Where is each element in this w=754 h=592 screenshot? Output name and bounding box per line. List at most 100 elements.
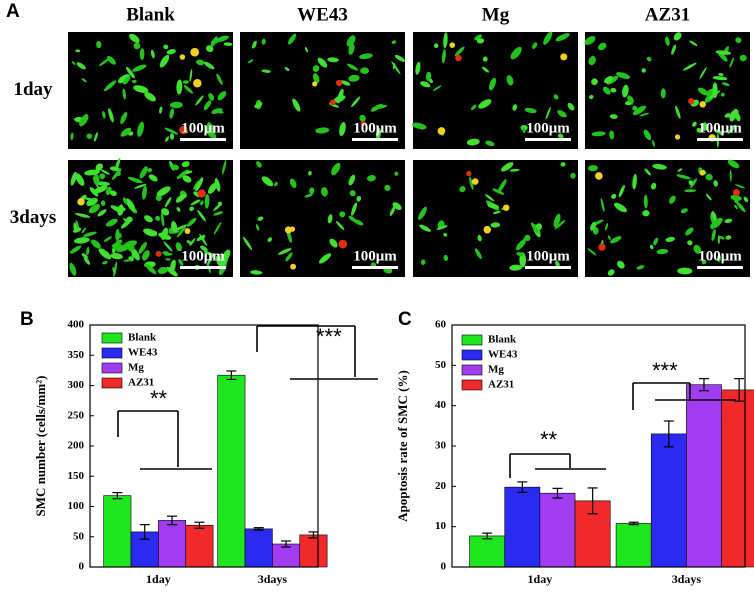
cell [492, 210, 501, 214]
cell [688, 180, 694, 186]
cell [159, 54, 170, 68]
cell [159, 106, 163, 114]
cell [278, 248, 292, 255]
plot-frame [89, 324, 319, 568]
cell [392, 202, 402, 210]
cell [522, 127, 526, 134]
cell [164, 127, 179, 135]
cell [699, 66, 707, 80]
cell [93, 185, 108, 194]
cell [256, 161, 262, 168]
cell [75, 49, 81, 53]
cell [93, 173, 100, 186]
scale-bar [180, 266, 226, 269]
cell [203, 250, 215, 257]
cell [632, 105, 638, 111]
cell [129, 33, 140, 43]
cell [418, 206, 427, 220]
cell [366, 175, 376, 182]
cell [215, 255, 224, 268]
y-tick-label: 20 [435, 480, 447, 492]
cell [182, 175, 192, 183]
bar [158, 520, 187, 568]
cell [718, 73, 724, 76]
cell [71, 61, 76, 65]
cell [466, 138, 480, 146]
cell [115, 232, 122, 239]
cell [665, 236, 675, 242]
cell [120, 111, 128, 124]
scale-bar [525, 138, 571, 141]
cell [560, 162, 566, 167]
cell [394, 171, 399, 176]
significance-label: *** [316, 324, 342, 349]
cell [553, 213, 561, 228]
cell [150, 49, 155, 59]
cell [100, 200, 106, 206]
cell [100, 169, 110, 175]
cell [255, 224, 260, 231]
micrograph [413, 160, 578, 277]
cell [207, 182, 218, 194]
dead-cell [449, 42, 456, 48]
cell [267, 237, 273, 242]
cell [327, 214, 333, 224]
scale-bar-label: 100μm [698, 248, 742, 264]
cell [428, 78, 433, 84]
cell [721, 82, 730, 87]
cell [743, 196, 749, 203]
cell [99, 173, 106, 180]
cell [639, 112, 650, 117]
cell [339, 211, 346, 218]
cell [356, 195, 362, 202]
cell [69, 245, 82, 254]
cell [145, 263, 157, 275]
legend-label: Mg [128, 362, 144, 374]
cell [708, 90, 721, 100]
cell [348, 74, 360, 82]
legend-label: Blank [488, 334, 517, 346]
cell [83, 256, 91, 265]
cell [476, 38, 485, 44]
cell [705, 173, 713, 181]
cell [206, 122, 215, 138]
cell [98, 57, 111, 67]
cell [216, 73, 223, 85]
cell [242, 236, 253, 251]
cell [164, 196, 172, 208]
cell [701, 122, 708, 131]
cell [512, 104, 518, 111]
cell [711, 229, 716, 242]
legend-swatch [101, 362, 123, 374]
cell [79, 114, 89, 127]
dead-cell [674, 134, 681, 140]
y-tick-label: 400 [68, 319, 85, 331]
legend-label: WE43 [488, 349, 518, 361]
y-tick-label: 50 [435, 359, 447, 371]
cell [213, 221, 222, 235]
cell [677, 267, 693, 275]
legend-label: AZ31 [128, 377, 154, 389]
cell [69, 262, 77, 276]
cell [677, 168, 683, 172]
legend-swatch [101, 332, 123, 344]
cell [142, 250, 150, 261]
cell [195, 177, 204, 192]
cell [567, 102, 575, 111]
cell [591, 78, 598, 86]
error-bar [698, 378, 709, 392]
error-bar [628, 521, 639, 526]
cell [726, 113, 731, 118]
dead-cell [312, 81, 318, 87]
cell [82, 197, 97, 202]
dead-cell [190, 47, 200, 57]
cell [543, 31, 553, 45]
legend-label: AZ31 [488, 379, 514, 391]
cell [652, 139, 655, 147]
cell [160, 212, 165, 227]
cell [75, 213, 91, 218]
cell [327, 57, 339, 63]
cell [184, 170, 193, 175]
cell [600, 198, 605, 212]
panel-label: A [6, 1, 20, 22]
